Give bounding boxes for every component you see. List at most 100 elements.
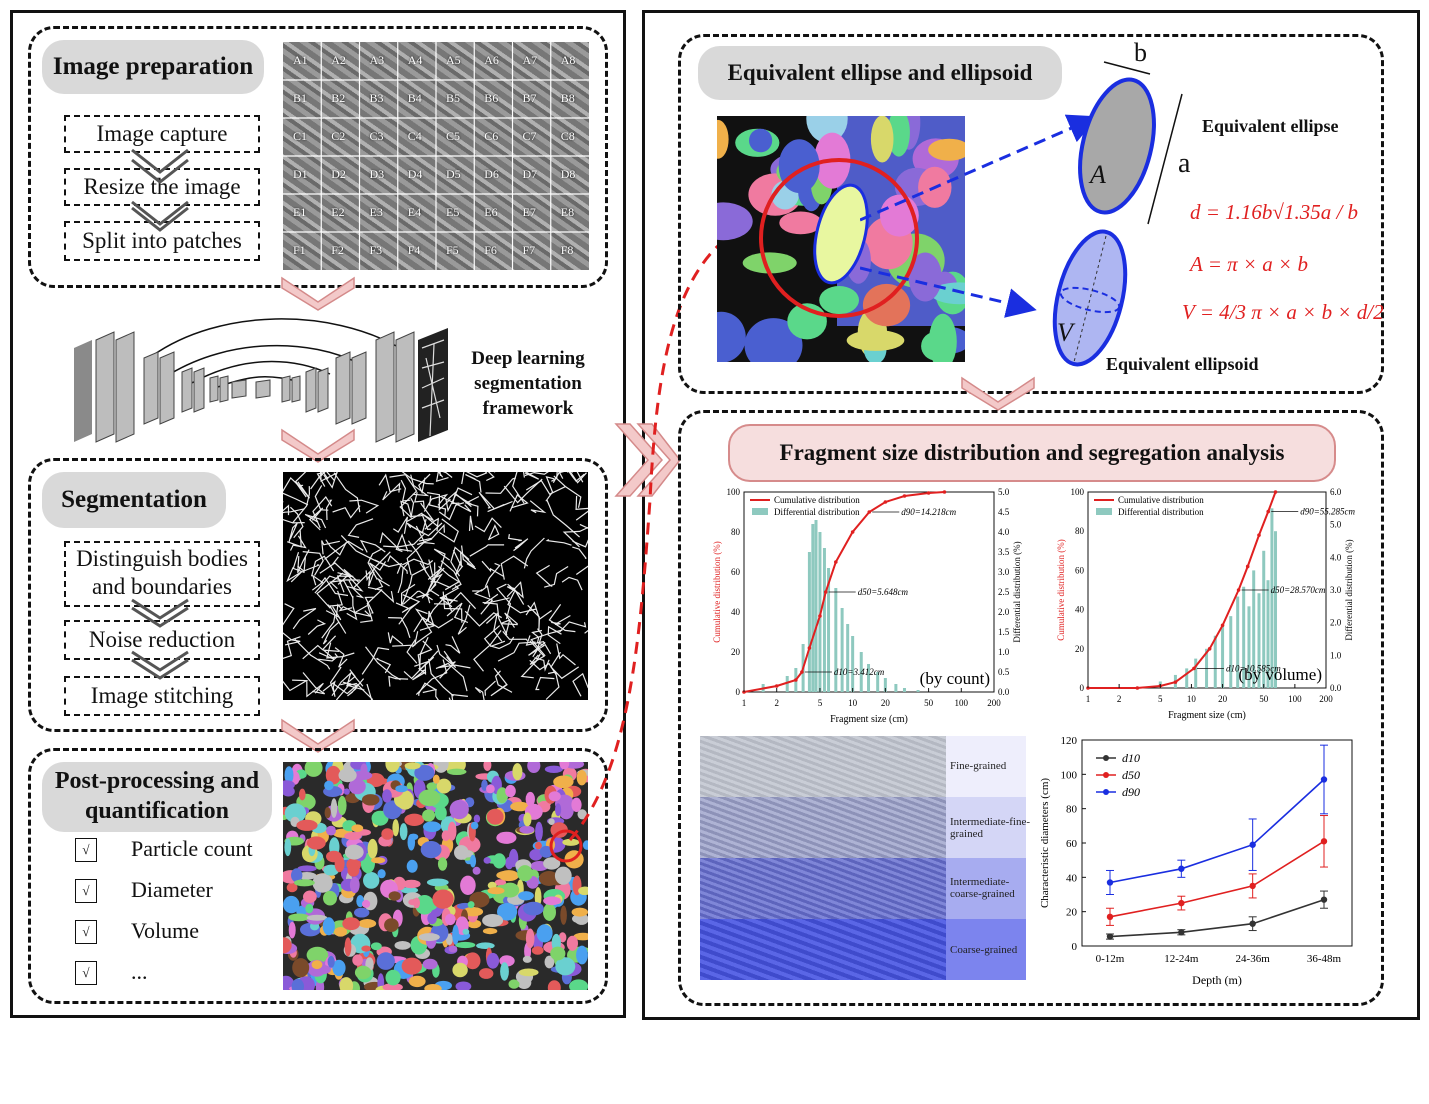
boundary-line <box>359 539 386 553</box>
checkbox-icon: √ <box>75 961 97 985</box>
step-image-stitching: Image stitching <box>64 676 260 716</box>
closeup-particle <box>717 311 746 362</box>
legend-marker <box>1103 789 1109 795</box>
y-tick-label: 100 <box>727 487 741 497</box>
differential-bar <box>814 520 818 692</box>
cumulative-point <box>1135 686 1140 690</box>
boundary-line <box>484 680 496 696</box>
boundary-line <box>360 588 383 623</box>
boundary-line <box>283 679 309 692</box>
boundary-line <box>428 562 440 597</box>
particle <box>559 762 570 770</box>
chart-note: (by count) <box>920 669 990 688</box>
y-axis-label: Characteristic diameters (cm) <box>1039 778 1051 908</box>
boundary-line <box>457 604 471 635</box>
cumulative-point <box>800 670 804 674</box>
particle <box>544 765 563 773</box>
step-image-capture: Image capture <box>64 115 260 153</box>
boundary-line <box>416 593 431 604</box>
differential-bar <box>894 684 898 692</box>
annotation-label: d90=55.285cm <box>1300 507 1355 517</box>
formula-A: A = π × a × b <box>1190 252 1308 276</box>
particle <box>408 833 419 840</box>
boundary-line <box>500 618 518 636</box>
boundary-line <box>326 642 355 659</box>
cumulative-point <box>1173 680 1178 684</box>
boundary-line <box>559 621 587 633</box>
particle <box>576 945 588 965</box>
particle <box>553 775 574 789</box>
y2-tick-label: 3.0 <box>998 567 1010 577</box>
particle <box>358 919 377 928</box>
quantity-item: Diameter <box>131 877 213 902</box>
boundary-line <box>506 586 525 605</box>
particle <box>284 838 292 857</box>
patch-label: F6 <box>484 243 497 257</box>
boundary-line <box>572 672 588 697</box>
boundary-line <box>428 495 447 517</box>
particle <box>402 879 421 889</box>
particle <box>518 891 534 901</box>
boundary-line <box>404 565 430 599</box>
boundary-line <box>353 604 373 618</box>
boundary-line <box>575 565 588 575</box>
boundary-line <box>461 545 477 570</box>
particle <box>297 865 317 872</box>
particle <box>291 868 303 883</box>
patch-label: E3 <box>369 205 383 219</box>
particle <box>437 857 448 871</box>
cumulative-point <box>818 614 822 618</box>
particle <box>460 875 476 895</box>
particle <box>527 762 541 773</box>
boundary-line <box>365 646 401 681</box>
boundary-line <box>406 512 431 531</box>
flow-arrow-3 <box>281 718 355 753</box>
particle <box>571 907 588 917</box>
patch-label: E1 <box>293 205 307 219</box>
cumulative-point <box>1245 564 1250 569</box>
boundary-line <box>311 574 324 591</box>
boundary-line <box>545 476 555 502</box>
quantity-item: Volume <box>131 918 200 943</box>
y-tick-label: 0 <box>736 687 741 697</box>
particle <box>447 768 467 775</box>
boundary-line <box>321 605 336 639</box>
differential-bar <box>1266 580 1270 688</box>
particle <box>311 960 323 970</box>
boundary-line <box>468 515 474 531</box>
boundary-line <box>531 629 543 644</box>
boundary-line <box>425 594 453 623</box>
cumulative-line <box>1088 491 1277 689</box>
particle <box>548 818 555 825</box>
cumulative-point <box>1192 666 1196 671</box>
ellipsis-item: ... <box>131 959 148 984</box>
particle <box>573 932 588 941</box>
y-tick-label: 100 <box>1071 487 1085 497</box>
x-tick-label: 2 <box>1117 694 1122 704</box>
boundary-line <box>485 612 503 642</box>
legend-label: d90 <box>1122 785 1140 799</box>
boundary-line <box>361 647 390 675</box>
boundary-line <box>316 572 344 609</box>
particle <box>284 766 294 784</box>
boundary-line <box>496 583 512 620</box>
particle <box>406 859 418 873</box>
particle <box>395 785 408 793</box>
boundary-line <box>525 635 552 655</box>
y-tick-label: 60 <box>1075 565 1085 575</box>
annotation-label: d90=14.218cm <box>901 507 956 517</box>
particle <box>401 957 422 975</box>
boundary-line <box>289 535 307 551</box>
y2-tick-label: 2.0 <box>1330 618 1342 628</box>
annotation-label: d50=5.648cm <box>858 587 909 597</box>
particle <box>296 819 318 831</box>
particle <box>536 924 553 943</box>
band-coarse <box>700 919 946 980</box>
particle <box>469 854 477 868</box>
band-int-coarse <box>700 858 946 919</box>
differential-bar <box>822 548 826 692</box>
patch-label: C7 <box>522 129 537 143</box>
patch-label: A4 <box>407 53 423 67</box>
colored-particles-image <box>283 762 588 990</box>
boundary-line <box>302 635 337 660</box>
